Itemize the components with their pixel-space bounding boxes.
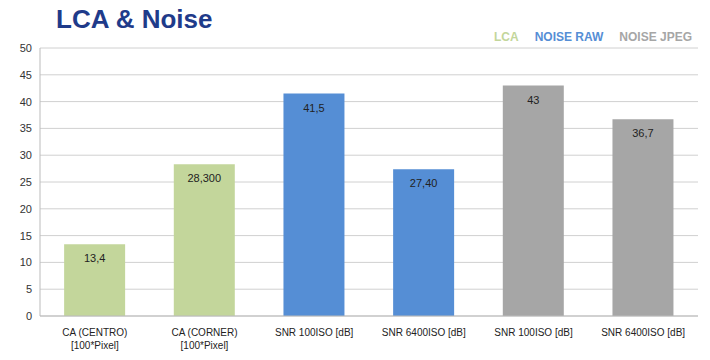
html-text:LCA & Noise: LCA & Noise xyxy=(56,4,213,34)
svg-text:0: 0 xyxy=(26,310,32,322)
svg-text:[100*Pixel]: [100*Pixel] xyxy=(71,340,119,351)
svg-text:40: 40 xyxy=(20,96,32,108)
svg-text:15: 15 xyxy=(20,230,32,242)
html-text:NOISE RAW: NOISE RAW xyxy=(534,30,604,44)
svg-text:CA (CORNER): CA (CORNER) xyxy=(171,327,237,338)
svg-text:30: 30 xyxy=(20,149,32,161)
svg-text:SNR 6400ISO [dB]: SNR 6400ISO [dB] xyxy=(601,327,685,338)
svg-text:SNR 6400ISO [dB]: SNR 6400ISO [dB] xyxy=(382,327,466,338)
svg-text:20: 20 xyxy=(20,203,32,215)
svg-text:28,300: 28,300 xyxy=(187,172,221,184)
svg-text:SNR 100ISO [dB]: SNR 100ISO [dB] xyxy=(275,327,354,338)
svg-text:13,4: 13,4 xyxy=(84,252,105,264)
svg-text:36,7: 36,7 xyxy=(632,127,653,139)
svg-text:[100*Pixel]: [100*Pixel] xyxy=(181,340,229,351)
svg-text:45: 45 xyxy=(20,69,32,81)
svg-text:10: 10 xyxy=(20,256,32,268)
svg-text:43: 43 xyxy=(527,94,539,106)
svg-text:CA (CENTRO): CA (CENTRO) xyxy=(62,327,127,338)
svg-text:41,5: 41,5 xyxy=(303,102,324,114)
svg-text:25: 25 xyxy=(20,176,32,188)
html-text:NOISE JPEG: NOISE JPEG xyxy=(619,30,692,44)
svg-text:35: 35 xyxy=(20,122,32,134)
svg-text:5: 5 xyxy=(26,283,32,295)
svg-text:50: 50 xyxy=(20,42,32,54)
svg-text:27,40: 27,40 xyxy=(410,177,438,189)
svg-text:SNR 100ISO [dB]: SNR 100ISO [dB] xyxy=(494,327,573,338)
html-text:LCA: LCA xyxy=(494,30,519,44)
